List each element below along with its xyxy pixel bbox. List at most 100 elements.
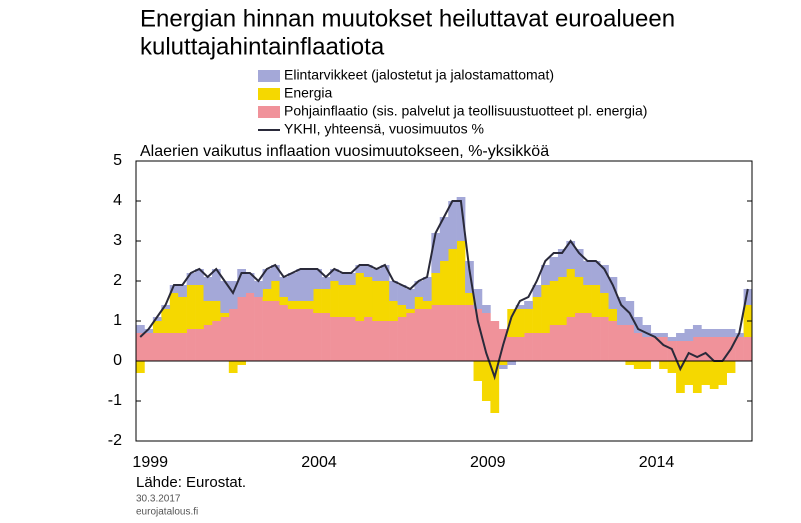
bar-segment bbox=[684, 341, 694, 361]
bar-segment bbox=[532, 297, 542, 333]
bar-segment bbox=[397, 317, 407, 361]
bar-segment bbox=[422, 301, 432, 309]
bar-segment bbox=[422, 277, 432, 301]
bar-segment bbox=[304, 309, 314, 361]
bar-segment bbox=[136, 361, 145, 373]
bar-segment bbox=[701, 329, 711, 337]
bar-segment bbox=[692, 337, 702, 361]
bar-segment bbox=[228, 309, 238, 361]
bar-segment bbox=[726, 329, 736, 337]
bar-segment bbox=[541, 333, 550, 361]
bar-segment bbox=[709, 329, 719, 337]
bar-segment bbox=[557, 325, 567, 361]
bar-segment bbox=[245, 293, 255, 361]
bar-segment bbox=[237, 361, 246, 365]
bar-segment bbox=[321, 313, 331, 361]
bar-segment bbox=[473, 361, 483, 381]
bar-segment bbox=[321, 277, 331, 289]
bar-segment bbox=[389, 281, 398, 301]
bar-segment bbox=[406, 313, 415, 361]
chart-subtitle: Alaerien vaikutus inflaation vuosimuutok… bbox=[140, 143, 549, 160]
bar-segment bbox=[574, 313, 584, 361]
bar-segment bbox=[431, 233, 441, 273]
bar-segment bbox=[676, 341, 685, 361]
bar-segment bbox=[237, 297, 246, 361]
bar-segment bbox=[397, 285, 407, 305]
bar-segment bbox=[507, 361, 517, 365]
y-tick-label: 3 bbox=[113, 232, 122, 249]
bar-segment bbox=[372, 281, 382, 321]
bar-segment bbox=[667, 337, 677, 341]
bar-segment bbox=[254, 297, 263, 361]
y-tick-label: -2 bbox=[108, 432, 122, 449]
bar-segment bbox=[245, 273, 255, 293]
bar-segment bbox=[490, 361, 500, 413]
bar-segment bbox=[456, 305, 466, 361]
legend-label: Energia bbox=[284, 85, 332, 101]
bar-segment bbox=[152, 321, 162, 333]
bar-segment bbox=[152, 333, 162, 361]
bar-segment bbox=[743, 289, 753, 305]
bar-segment bbox=[566, 241, 576, 269]
bar-segment bbox=[608, 321, 618, 361]
bar-segment bbox=[600, 317, 609, 361]
bar-segment bbox=[279, 297, 289, 305]
bar-segment bbox=[659, 333, 668, 337]
bar-segment bbox=[355, 265, 365, 273]
bar-segment bbox=[414, 309, 424, 361]
bar-segment bbox=[262, 301, 272, 361]
bar-segment bbox=[203, 325, 213, 361]
bar-segment bbox=[313, 289, 322, 313]
bar-segment bbox=[692, 361, 702, 393]
bar-segment bbox=[718, 329, 727, 337]
site: eurojatalous.fi bbox=[136, 507, 198, 518]
bar-segment bbox=[330, 269, 339, 281]
bar-segment bbox=[600, 293, 609, 317]
bar-segment bbox=[431, 305, 441, 361]
legend-label: Elintarvikkeet (jalostetut ja jalostamat… bbox=[284, 67, 554, 83]
legend-swatch bbox=[258, 70, 280, 82]
bar-segment bbox=[583, 285, 592, 313]
bar-segment bbox=[709, 361, 719, 389]
bar-segment bbox=[608, 277, 618, 309]
bar-segment bbox=[524, 333, 533, 361]
bar-segment bbox=[532, 285, 542, 297]
bar-segment bbox=[541, 285, 550, 333]
bar-segment bbox=[296, 269, 306, 301]
legend-swatch bbox=[258, 106, 280, 118]
bar-segment bbox=[211, 301, 221, 321]
bar-segment bbox=[633, 361, 643, 369]
bar-segment bbox=[287, 301, 297, 309]
bar-segment bbox=[406, 289, 415, 309]
bar-segment bbox=[220, 313, 230, 317]
bar-segment bbox=[448, 305, 457, 361]
bar-segment bbox=[583, 313, 592, 361]
bar-segment bbox=[439, 217, 449, 261]
bar-segment bbox=[422, 309, 432, 361]
bar-segment bbox=[549, 325, 559, 361]
bar-segment bbox=[726, 361, 736, 373]
bar-segment bbox=[346, 317, 356, 361]
legend-label: Pohjainflaatio (sis. palvelut ja teollis… bbox=[284, 103, 647, 119]
date: 30.3.2017 bbox=[136, 494, 181, 505]
bar-segment bbox=[448, 249, 457, 305]
bar-segment bbox=[287, 309, 297, 361]
bar-segment bbox=[254, 281, 263, 297]
bar-segment bbox=[659, 361, 668, 369]
bar-segment bbox=[448, 201, 457, 249]
bar-segment bbox=[178, 333, 187, 361]
bar-segment bbox=[211, 269, 221, 301]
bar-segment bbox=[195, 285, 204, 329]
bar-segment bbox=[676, 361, 685, 393]
bar-segment bbox=[616, 325, 626, 361]
bar-segment bbox=[389, 321, 398, 361]
bar-segment bbox=[600, 265, 609, 293]
bar-segment bbox=[481, 361, 491, 401]
bar-segment bbox=[625, 325, 635, 361]
source: Lähde: Eurostat. bbox=[136, 474, 246, 491]
plot-frame bbox=[135, 160, 753, 442]
bar-segment bbox=[161, 333, 171, 361]
bar-segment bbox=[718, 361, 727, 385]
bar-segment bbox=[456, 197, 466, 241]
